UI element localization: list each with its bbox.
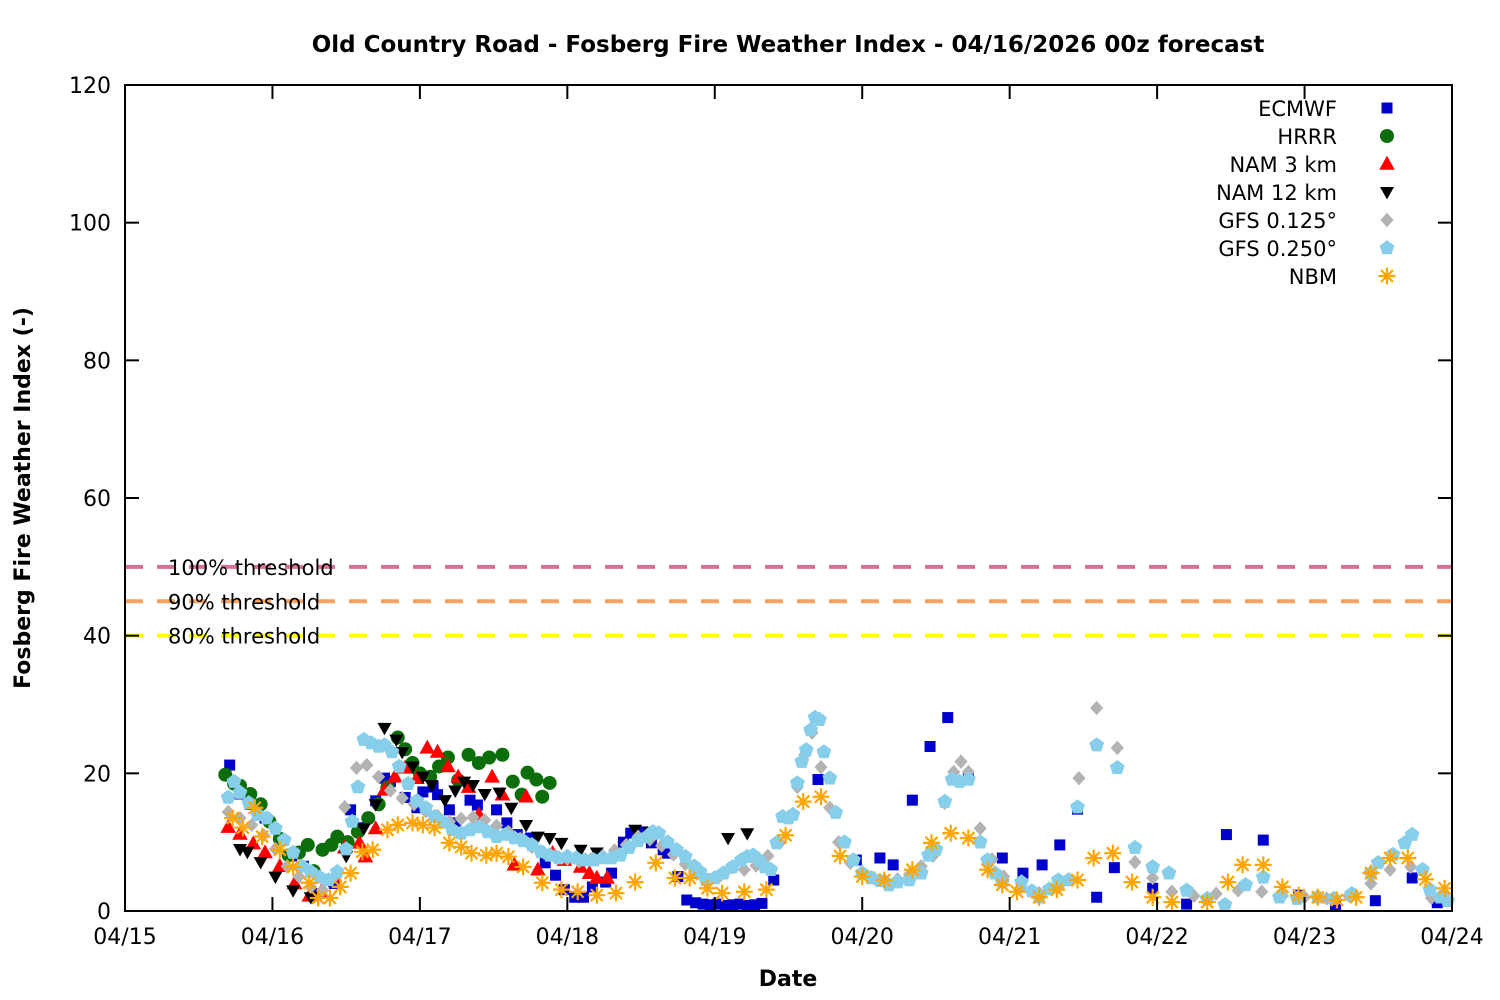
series-nbm <box>224 788 1454 911</box>
y-tick-label: 20 <box>83 762 111 787</box>
x-tick-label: 04/16 <box>241 925 304 950</box>
series-gfs-0-250 <box>220 709 1455 912</box>
legend-item-label: GFS 0.250° <box>1218 237 1337 261</box>
legend-item-hrrr: HRRR <box>1277 125 1394 149</box>
y-tick-label: 100 <box>69 212 111 237</box>
x-tick-label: 04/19 <box>683 925 746 950</box>
y-tick-label: 80 <box>83 349 111 374</box>
legend-item-nbm: NBM <box>1289 265 1396 289</box>
y-tick-label: 0 <box>97 900 111 925</box>
legend-item-gfs-0-250: GFS 0.250° <box>1218 237 1395 261</box>
x-axis-title: Date <box>759 967 818 992</box>
x-tick-label: 04/20 <box>831 925 894 950</box>
legend-item-label: ECMWF <box>1258 97 1337 121</box>
x-tick-label: 04/23 <box>1273 925 1336 950</box>
y-axis-title: Fosberg Fire Weather Index (-) <box>11 307 36 689</box>
threshold-label-90-threshold: 90% threshold <box>168 590 320 614</box>
y-tick-label: 120 <box>69 74 111 99</box>
x-tick-label: 04/24 <box>1420 925 1483 950</box>
legend: ECMWF HRRR NAM 3 km NAM 12 km GFS 0.125° GFS … <box>1216 97 1396 289</box>
legend-item-gfs-0-125: GFS 0.125° <box>1218 209 1394 233</box>
series-nam-12-km <box>233 722 755 905</box>
legend-item-label: NAM 3 km <box>1229 153 1337 177</box>
legend-item-ecmwf: ECMWF <box>1258 97 1393 121</box>
x-tick-label: 04/21 <box>978 925 1041 950</box>
x-tick-label: 04/15 <box>93 925 156 950</box>
plot-area: 100% threshold 90% threshold 80% threshold… <box>69 74 1484 950</box>
legend-item-label: NAM 12 km <box>1216 181 1337 205</box>
threshold-label-100-threshold: 100% threshold <box>168 556 334 580</box>
legend-item-nam-3-km: NAM 3 km <box>1229 153 1395 177</box>
legend-item-label: HRRR <box>1277 125 1337 149</box>
threshold-label-80-threshold: 80% threshold <box>168 625 320 649</box>
x-tick-label: 04/17 <box>388 925 451 950</box>
legend-item-label: NBM <box>1289 265 1337 289</box>
legend-item-label: GFS 0.125° <box>1218 209 1337 233</box>
x-tick-label: 04/22 <box>1125 925 1188 950</box>
x-tick-label: 04/18 <box>536 925 599 950</box>
chart-title: Old Country Road - Fosberg Fire Weather … <box>312 32 1265 58</box>
y-tick-label: 60 <box>83 487 111 512</box>
legend-item-nam-12-km: NAM 12 km <box>1216 181 1394 205</box>
y-tick-label: 40 <box>83 625 111 650</box>
